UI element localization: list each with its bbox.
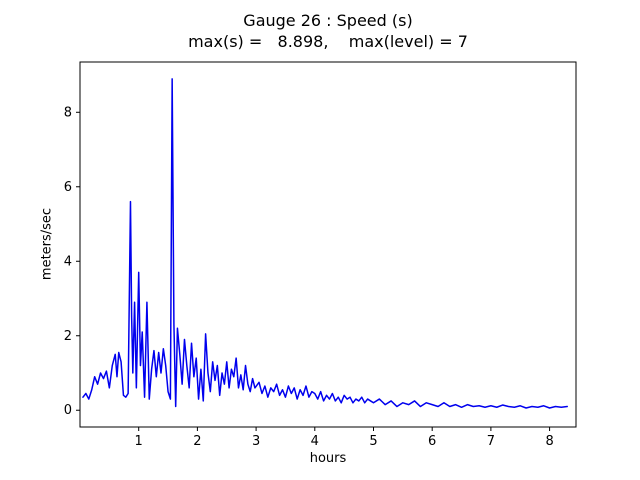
- y-tick-label: 8: [64, 105, 72, 120]
- y-tick-label: 4: [64, 254, 72, 269]
- y-tick-label: 6: [64, 180, 72, 195]
- x-tick-label: 3: [252, 434, 260, 449]
- chart-subtitle: max(s) = 8.898, max(level) = 7: [188, 32, 468, 51]
- plot-frame: [79, 61, 577, 428]
- x-axis-label: hours: [309, 451, 347, 466]
- x-tick-label: 4: [311, 434, 319, 449]
- speed-line-series: [82, 78, 568, 409]
- x-tick-label: 5: [369, 434, 377, 449]
- x-tick-label: 8: [545, 434, 553, 449]
- y-tick-label: 0: [64, 403, 72, 418]
- x-tick-label: 1: [135, 434, 143, 449]
- chart-title: Gauge 26 : Speed (s): [243, 11, 413, 30]
- x-tick-label: 6: [428, 434, 436, 449]
- x-tick-label: 2: [193, 434, 201, 449]
- y-tick-label: 2: [64, 329, 72, 344]
- x-tick-label: 7: [487, 434, 495, 449]
